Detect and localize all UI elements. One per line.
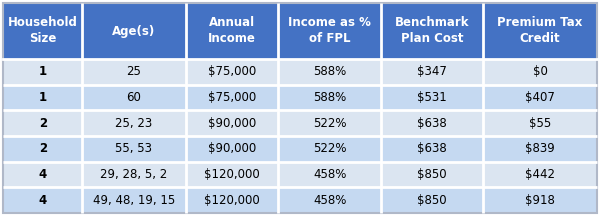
Text: $55: $55	[529, 117, 551, 130]
Text: Benchmark
Plan Cost: Benchmark Plan Cost	[395, 16, 469, 46]
Text: $90,000: $90,000	[208, 117, 256, 130]
Text: 588%: 588%	[313, 91, 346, 104]
Text: $75,000: $75,000	[208, 91, 256, 104]
Text: 49, 48, 19, 15: 49, 48, 19, 15	[93, 194, 175, 207]
Text: 55, 53: 55, 53	[115, 142, 152, 155]
Bar	[278, 187, 381, 213]
Bar	[483, 85, 597, 110]
Text: 4: 4	[38, 168, 47, 181]
Bar	[278, 136, 381, 162]
Bar	[3, 85, 82, 110]
Text: 4: 4	[38, 194, 47, 207]
Text: 522%: 522%	[313, 142, 346, 155]
Text: $347: $347	[418, 65, 447, 78]
Bar	[3, 3, 82, 59]
Bar	[82, 187, 185, 213]
Bar	[278, 110, 381, 136]
Bar	[381, 110, 483, 136]
Text: 29, 28, 5, 2: 29, 28, 5, 2	[100, 168, 167, 181]
Bar	[381, 187, 483, 213]
Text: 522%: 522%	[313, 117, 346, 130]
Text: 1: 1	[38, 91, 47, 104]
Bar	[82, 162, 185, 187]
Text: 1: 1	[38, 65, 47, 78]
Text: $850: $850	[418, 194, 447, 207]
Bar	[278, 3, 381, 59]
Bar	[185, 3, 278, 59]
Bar	[278, 59, 381, 85]
Text: 60: 60	[127, 91, 142, 104]
Text: $442: $442	[525, 168, 555, 181]
Bar	[82, 3, 185, 59]
Text: $638: $638	[418, 117, 447, 130]
Bar	[381, 59, 483, 85]
Bar	[82, 136, 185, 162]
Text: $407: $407	[525, 91, 555, 104]
Text: 2: 2	[38, 117, 47, 130]
Bar	[3, 136, 82, 162]
Text: $0: $0	[533, 65, 548, 78]
Bar	[278, 85, 381, 110]
Bar	[185, 85, 278, 110]
Bar	[3, 59, 82, 85]
Bar	[185, 59, 278, 85]
Bar	[381, 3, 483, 59]
Bar	[82, 85, 185, 110]
Text: 588%: 588%	[313, 65, 346, 78]
Bar	[483, 59, 597, 85]
Text: Annual
Income: Annual Income	[208, 16, 256, 46]
Text: $120,000: $120,000	[204, 168, 260, 181]
Text: 458%: 458%	[313, 168, 346, 181]
Text: 25, 23: 25, 23	[115, 117, 152, 130]
Text: $75,000: $75,000	[208, 65, 256, 78]
Bar	[483, 187, 597, 213]
Bar	[278, 162, 381, 187]
Bar	[381, 85, 483, 110]
Text: Household
Size: Household Size	[8, 16, 77, 46]
Bar	[82, 110, 185, 136]
Text: Premium Tax
Credit: Premium Tax Credit	[497, 16, 583, 46]
Text: $531: $531	[418, 91, 447, 104]
Bar	[3, 162, 82, 187]
Bar	[483, 162, 597, 187]
Bar	[483, 136, 597, 162]
Bar	[185, 187, 278, 213]
Text: $850: $850	[418, 168, 447, 181]
Bar	[185, 136, 278, 162]
Bar	[381, 136, 483, 162]
Bar	[185, 110, 278, 136]
Bar	[185, 162, 278, 187]
Text: $120,000: $120,000	[204, 194, 260, 207]
Bar	[483, 110, 597, 136]
Text: $918: $918	[525, 194, 555, 207]
Bar	[483, 3, 597, 59]
Bar	[381, 162, 483, 187]
Text: $839: $839	[525, 142, 555, 155]
Text: Age(s): Age(s)	[112, 24, 155, 38]
Text: Income as %
of FPL: Income as % of FPL	[288, 16, 371, 46]
Text: 458%: 458%	[313, 194, 346, 207]
Text: $90,000: $90,000	[208, 142, 256, 155]
Bar	[82, 59, 185, 85]
Bar	[3, 110, 82, 136]
Text: 25: 25	[127, 65, 142, 78]
Text: $638: $638	[418, 142, 447, 155]
Bar	[3, 187, 82, 213]
Text: 2: 2	[38, 142, 47, 155]
